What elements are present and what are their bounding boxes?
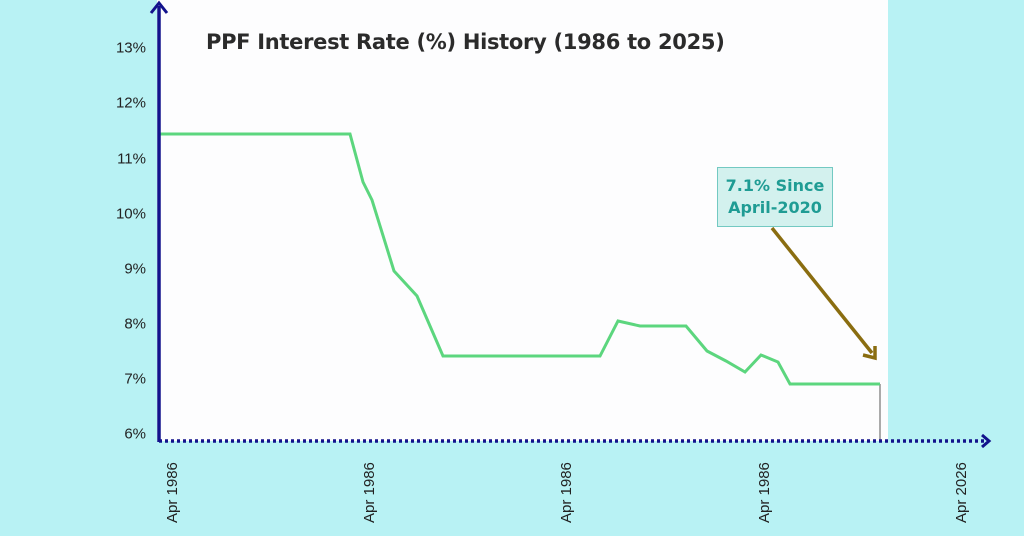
- y-tick-7: 7%: [124, 370, 146, 388]
- annotation-box: 7.1% Since April-2020: [717, 167, 833, 227]
- y-tick-9: 9%: [124, 260, 146, 278]
- annotation-arrow-line: [770, 226, 874, 355]
- y-axis-arrow-icon: [149, 0, 169, 14]
- chart-title: PPF Interest Rate (%) History (1986 to 2…: [206, 30, 725, 54]
- x-tick-0: Apr 1986: [164, 462, 181, 523]
- y-tick-6: 6%: [124, 425, 146, 443]
- x-tick-4: Apr 2026: [953, 462, 970, 523]
- y-tick-12: 12%: [115, 94, 146, 112]
- annotation-arrowhead-icon: [862, 346, 877, 361]
- rate-line: [160, 132, 880, 386]
- annotation-line1: 7.1% Since: [725, 176, 825, 195]
- y-tick-10: 10%: [115, 205, 146, 223]
- x-tick-3: Apr 1986: [756, 462, 773, 523]
- y-tick-8: 8%: [124, 315, 146, 333]
- x-tick-2: Apr 1986: [558, 462, 575, 523]
- x-tick-1: Apr 1986: [361, 462, 378, 523]
- y-tick-13: 13%: [115, 39, 146, 57]
- x-axis-arrow-icon: [981, 433, 992, 449]
- annotation-line2: April-2020: [728, 198, 822, 217]
- y-tick-11: 11%: [117, 150, 146, 168]
